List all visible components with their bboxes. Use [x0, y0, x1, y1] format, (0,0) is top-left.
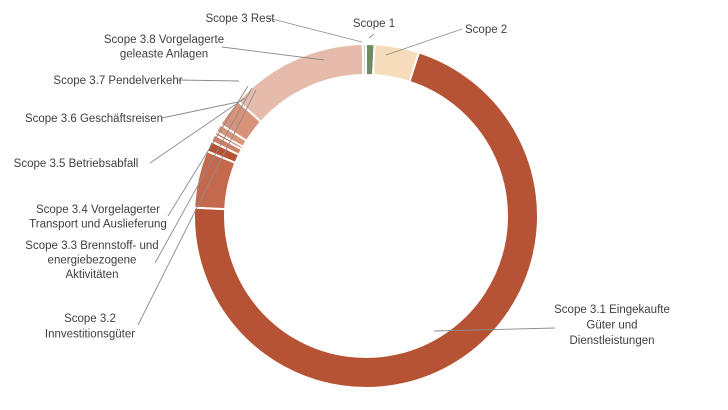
- label-scope-3-1: Scope 3.1 Eingekaufte Güter und Dienstleis…: [554, 304, 670, 347]
- leader-lines: [137, 17, 556, 332]
- label-scope-3-5-line: Scope 3.5 Betriebsabfall: [14, 158, 139, 170]
- label-scope-3-5: Scope 3.5 Betriebsabfall: [14, 158, 139, 170]
- label-scope-3-3-line: Aktivitäten: [65, 269, 118, 281]
- label-scope-3-3-line: energiebezogene: [48, 255, 137, 267]
- label-scope-3-rest: Scope 3 Rest: [205, 13, 275, 25]
- leader-line: [176, 79, 240, 82]
- leader-line: [149, 97, 246, 164]
- label-scope-3-7: Scope 3.7 Pendelverkehr: [53, 75, 182, 87]
- label-scope-3-3-line: Scope 3.3 Brennstoff- und: [25, 240, 158, 252]
- leader-line: [167, 85, 249, 217]
- label-scope-3-rest-line: Scope 3 Rest: [205, 13, 275, 25]
- donut-slices: [193, 42, 539, 389]
- donut-slice: [193, 51, 539, 389]
- leader-line: [368, 33, 375, 39]
- label-scope-3-1-line: Dienstleistungen: [569, 335, 654, 347]
- donut-slice: [361, 42, 367, 77]
- label-scope-3-1-line: Güter und: [586, 320, 637, 332]
- label-scope-3-4: Scope 3.4 Vorgelagerter Transport und Aus…: [29, 204, 167, 231]
- leader-line: [267, 17, 363, 43]
- label-scope-1-line: Scope 1: [353, 18, 395, 30]
- label-scope-3-2-line: Innvestitionsgüter: [45, 329, 135, 341]
- leader-line: [221, 46, 325, 61]
- leader-line: [154, 87, 253, 264]
- label-scope-1: Scope 1: [353, 18, 395, 30]
- label-scope-3-8-line: geleaste Anlagen: [120, 49, 208, 61]
- label-scope-3-2: Scope 3.2 Innvestitionsgüter: [45, 313, 135, 341]
- slice-labels: Scope 1 Scope 2 Scope 3.1 Eingekaufte Güter…: [14, 13, 670, 347]
- leader-line: [161, 101, 239, 119]
- label-scope-2-line: Scope 2: [465, 24, 507, 36]
- label-scope-3-4-line: Transport und Auslieferung: [29, 219, 167, 231]
- leader-line: [137, 89, 257, 326]
- label-scope-3-1-line: Scope 3.1 Eingekaufte: [554, 304, 670, 316]
- label-scope-3-2-line: Scope 3.2: [64, 313, 116, 325]
- label-scope-3-8-line: Scope 3.8 Vorgelagerte: [104, 34, 224, 46]
- label-scope-3-3: Scope 3.3 Brennstoff- und energiebezogene…: [25, 240, 158, 281]
- donut-slice: [236, 43, 365, 124]
- label-scope-3-8: Scope 3.8 Vorgelagerte geleaste Anlagen: [104, 34, 224, 61]
- leader-line: [385, 28, 463, 56]
- label-scope-3-6-line: Scope 3.6 Geschäftsreisen: [25, 113, 163, 125]
- leader-line: [433, 327, 556, 332]
- label-scope-2: Scope 2: [465, 24, 507, 36]
- label-scope-3-6: Scope 3.6 Geschäftsreisen: [25, 113, 163, 125]
- label-scope-3-4-line: Scope 3.4 Vorgelagerter: [36, 204, 160, 216]
- label-scope-3-7-line: Scope 3.7 Pendelverkehr: [53, 75, 182, 87]
